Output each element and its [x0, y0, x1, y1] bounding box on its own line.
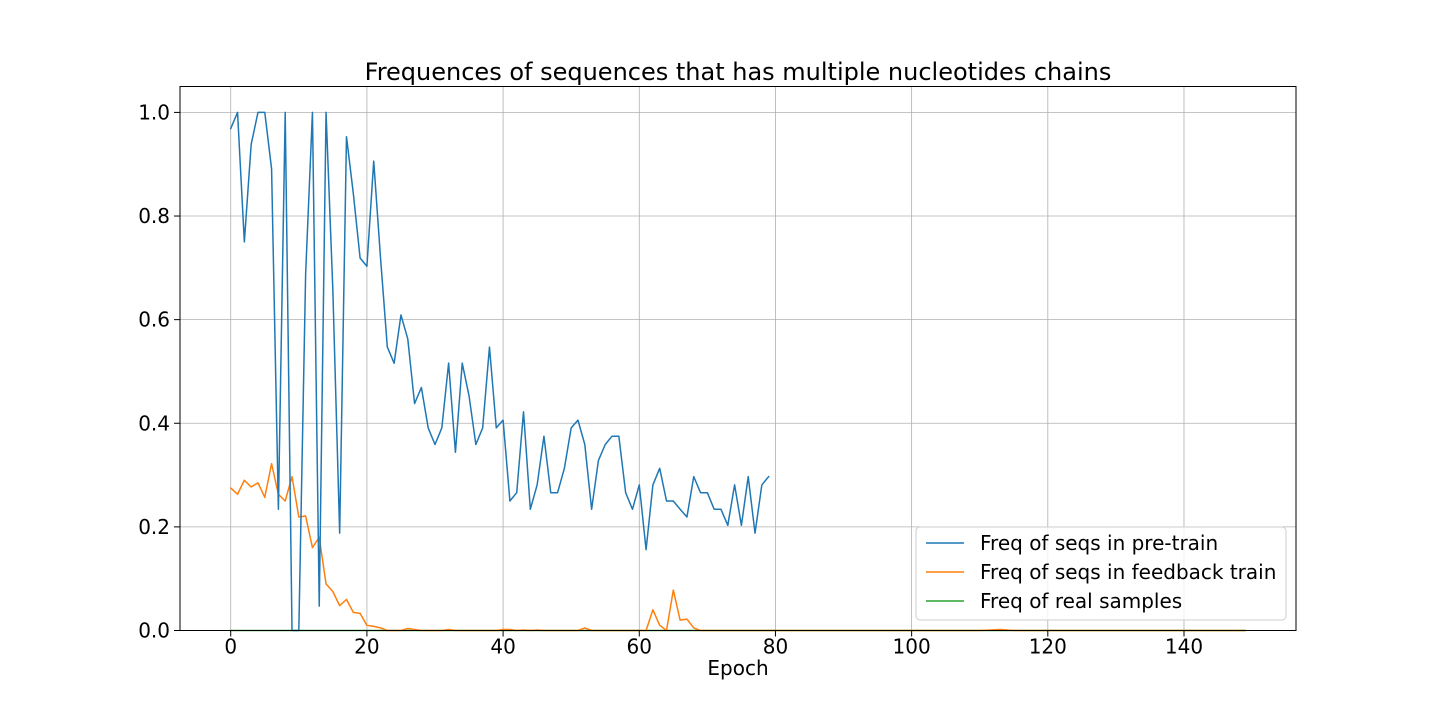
- x-tick-label: 0: [224, 635, 237, 659]
- x-tick-label: 20: [354, 635, 379, 659]
- x-tick-label: 40: [490, 635, 515, 659]
- y-tick-label: 0.6: [138, 308, 170, 332]
- tick-layer: 0 20 40 60 80 100 120 140 0.0 0.2 0.4 0.6 0.8 1.0: [138, 100, 1203, 658]
- x-tick-label: 140: [1165, 635, 1203, 659]
- legend-label-feedback-train: Freq of seqs in feedback train: [980, 560, 1276, 584]
- y-tick-label: 0.8: [138, 204, 170, 228]
- legend: Freq of seqs in pre-train Freq of seqs i…: [915, 526, 1287, 621]
- series-line-pre-train: [229, 111, 770, 632]
- y-tick-label: 0.2: [138, 515, 170, 539]
- x-tick-label: 100: [893, 635, 931, 659]
- chart-title: Frequences of sequences that has multipl…: [365, 58, 1112, 86]
- legend-label-pre-train: Freq of seqs in pre-train: [980, 531, 1218, 555]
- y-tick-label: 0.4: [138, 411, 170, 435]
- x-tick-label: 60: [627, 635, 652, 659]
- y-tick-label: 1.0: [138, 100, 170, 124]
- x-tick-label: 80: [763, 635, 788, 659]
- plot-frame: [179, 86, 1297, 631]
- y-tick-label: 0.0: [138, 619, 170, 643]
- x-axis-label: Epoch: [707, 656, 768, 680]
- legend-label-real-samples: Freq of real samples: [980, 589, 1182, 613]
- legend-box: [915, 526, 1287, 621]
- x-tick-label: 120: [1029, 635, 1067, 659]
